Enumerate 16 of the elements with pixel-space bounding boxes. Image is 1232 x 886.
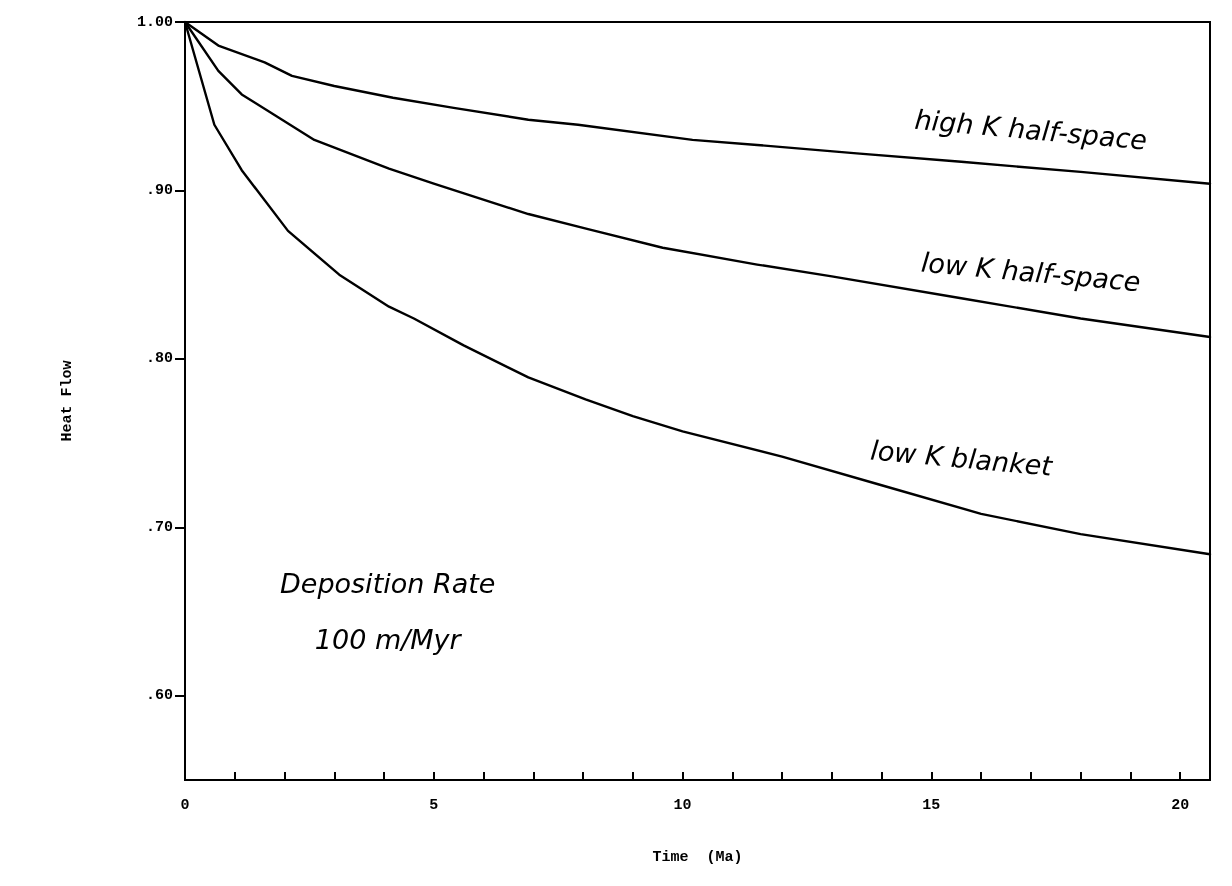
x-axis-title: Time (Ma) <box>652 849 743 866</box>
y-tick-label: .60 <box>145 687 173 705</box>
x-tick-label: 10 <box>673 797 692 814</box>
text: high K half-space <box>913 103 1149 156</box>
x-tick-label: 5 <box>429 797 439 814</box>
x-tick-label: 20 <box>1171 797 1190 814</box>
annotation: Deposition Rate 100 m/Myr <box>280 567 496 655</box>
y-tick-label: .70 <box>145 518 173 536</box>
text: low K half-space <box>919 246 1142 298</box>
text: low K blanket <box>869 434 1055 482</box>
y-tick-label: .80 <box>145 350 173 368</box>
x-tick-label: 0 <box>180 797 190 814</box>
y-axis-title: Heat Flow <box>59 360 76 442</box>
x-tick-label: 15 <box>922 797 941 814</box>
y-tick-label: 1.00 <box>136 13 173 31</box>
y-tick-label: .90 <box>145 181 173 199</box>
